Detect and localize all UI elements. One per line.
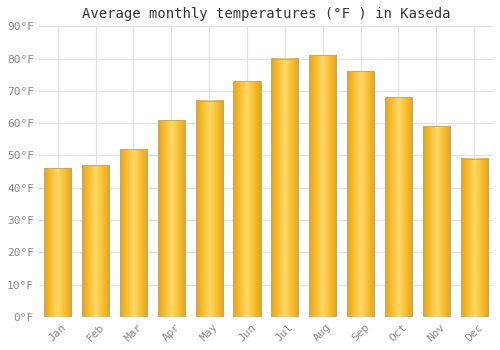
- Bar: [120, 149, 147, 317]
- Bar: [82, 165, 109, 317]
- Title: Average monthly temperatures (°F ) in Kaseda: Average monthly temperatures (°F ) in Ka…: [82, 7, 450, 21]
- Bar: [347, 71, 374, 317]
- Bar: [234, 81, 260, 317]
- Bar: [309, 55, 336, 317]
- Bar: [460, 159, 488, 317]
- Bar: [271, 58, 298, 317]
- Bar: [158, 120, 185, 317]
- Bar: [44, 168, 72, 317]
- Bar: [196, 100, 223, 317]
- Bar: [422, 126, 450, 317]
- Bar: [385, 97, 412, 317]
